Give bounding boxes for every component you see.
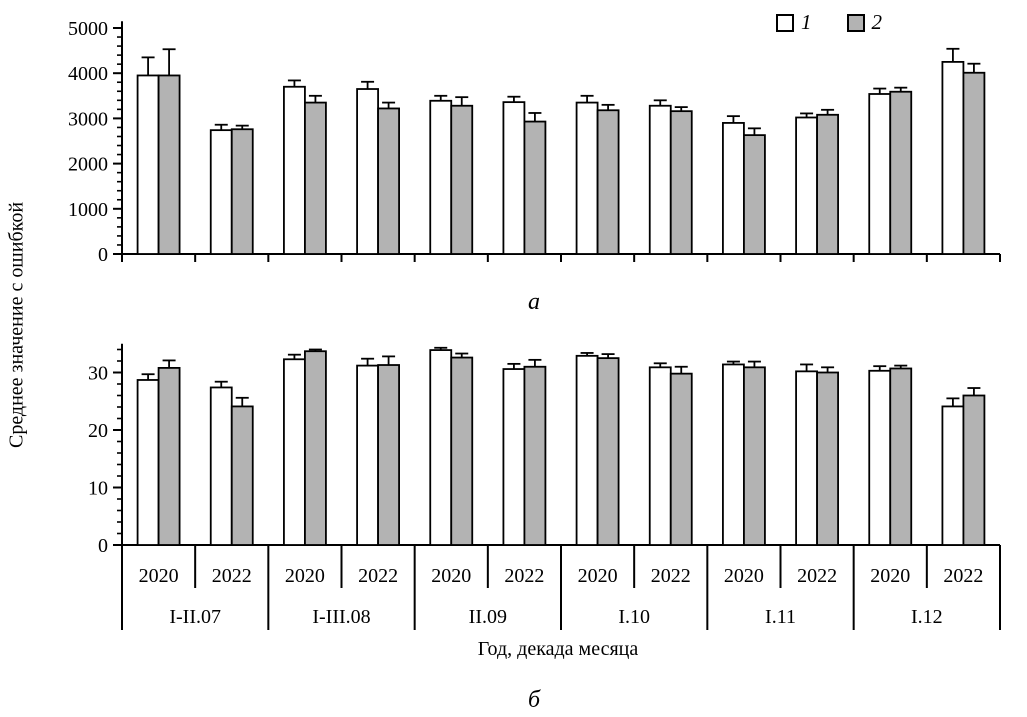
bar-series2: [304, 350, 327, 546]
panel-label-a: а: [528, 289, 540, 315]
period-label: I.11: [765, 606, 796, 628]
bar-series2: [816, 371, 839, 546]
bar-series1: [283, 358, 306, 546]
bar-series1: [648, 366, 672, 546]
bar-series1: [209, 129, 233, 255]
bar-series2: [669, 110, 693, 255]
y-tick-label: 5000: [68, 18, 108, 40]
y-tick-label: 10: [88, 478, 108, 500]
y-tick-label: 1000: [68, 199, 108, 221]
bar-series2: [962, 394, 986, 546]
bar-series2: [450, 356, 474, 546]
year-label: 2022: [943, 565, 983, 587]
bar-series2: [743, 134, 766, 255]
y-tick-label: 4000: [68, 63, 108, 85]
bar-series1: [356, 88, 379, 255]
period-label: I-III.08: [312, 606, 370, 628]
year-label: 2020: [139, 565, 179, 587]
legend-label-series1: 1: [801, 10, 812, 34]
y-tick-label: 30: [88, 363, 108, 385]
year-label: 2020: [285, 565, 325, 587]
y-tick-label: 0: [98, 244, 108, 266]
bar-series2: [450, 104, 474, 255]
legend-swatch-series1-icon: [776, 13, 794, 32]
legend-item-series1: 1: [776, 12, 812, 33]
year-label: 2022: [358, 565, 398, 587]
bar-series2: [596, 109, 620, 255]
bar-series1: [283, 85, 306, 255]
legend: 1 2: [776, 12, 882, 33]
bar-series2: [304, 101, 327, 255]
bar-series1: [868, 369, 892, 546]
bar-series1: [136, 379, 160, 546]
year-label: 2022: [504, 565, 544, 587]
bar-series1: [209, 386, 233, 546]
year-label: 2020: [578, 565, 618, 587]
year-label: 2020: [724, 565, 764, 587]
panel-label-b: б: [527, 687, 541, 713]
y-tick-label: 2000: [68, 154, 108, 176]
bar-series2: [669, 372, 693, 546]
year-label: 2020: [431, 565, 471, 587]
year-label: 2022: [797, 565, 837, 587]
bar-series2: [889, 367, 913, 546]
bar-series2: [377, 107, 400, 255]
legend-item-series2: 2: [846, 10, 883, 34]
bar-series2: [743, 366, 766, 546]
y-tick-label: 3000: [68, 108, 108, 130]
bar-series1: [502, 368, 526, 546]
bar-series2: [523, 365, 547, 546]
bar-series2: [377, 364, 400, 546]
y-tick-label: 0: [98, 535, 108, 557]
bar-series2: [230, 128, 254, 255]
legend-swatch-series2-icon: [846, 13, 865, 32]
period-label: I.10: [618, 606, 650, 628]
bar-series2: [157, 366, 181, 546]
bar-series1: [722, 363, 745, 546]
y-axis-title: Среднее значение с ошибкой: [5, 201, 28, 449]
period-label: I.12: [911, 606, 943, 628]
bar-series1: [795, 116, 818, 255]
bar-series1: [429, 349, 453, 546]
bar-series2: [889, 90, 913, 255]
year-label: 2020: [870, 565, 910, 587]
period-label: II.09: [469, 606, 507, 628]
bar-series1: [136, 74, 160, 255]
period-label: I-II.07: [169, 606, 221, 628]
legend-label-series2: 2: [871, 10, 883, 34]
x-axis-title: Год, декада месяца: [477, 638, 639, 660]
bar-series2: [962, 71, 986, 255]
bar-series1: [795, 370, 818, 546]
bar-series1: [575, 101, 599, 255]
bar-series1: [575, 354, 599, 546]
year-label: 2022: [212, 565, 252, 587]
bar-series1: [868, 93, 892, 255]
year-label: 2022: [651, 565, 691, 587]
bar-series1: [429, 99, 453, 255]
bar-series1: [356, 364, 379, 546]
bar-series2: [230, 405, 254, 546]
bar-series2: [816, 113, 839, 255]
bar-series1: [502, 101, 526, 255]
bar-series1: [648, 104, 672, 255]
bar-series1: [941, 61, 965, 255]
y-tick-label: 20: [88, 420, 108, 442]
bar-series2: [157, 74, 181, 255]
bar-series2: [596, 357, 620, 546]
bar-series1: [722, 122, 745, 255]
bar-series1: [941, 405, 965, 546]
bar-series2: [523, 120, 547, 255]
